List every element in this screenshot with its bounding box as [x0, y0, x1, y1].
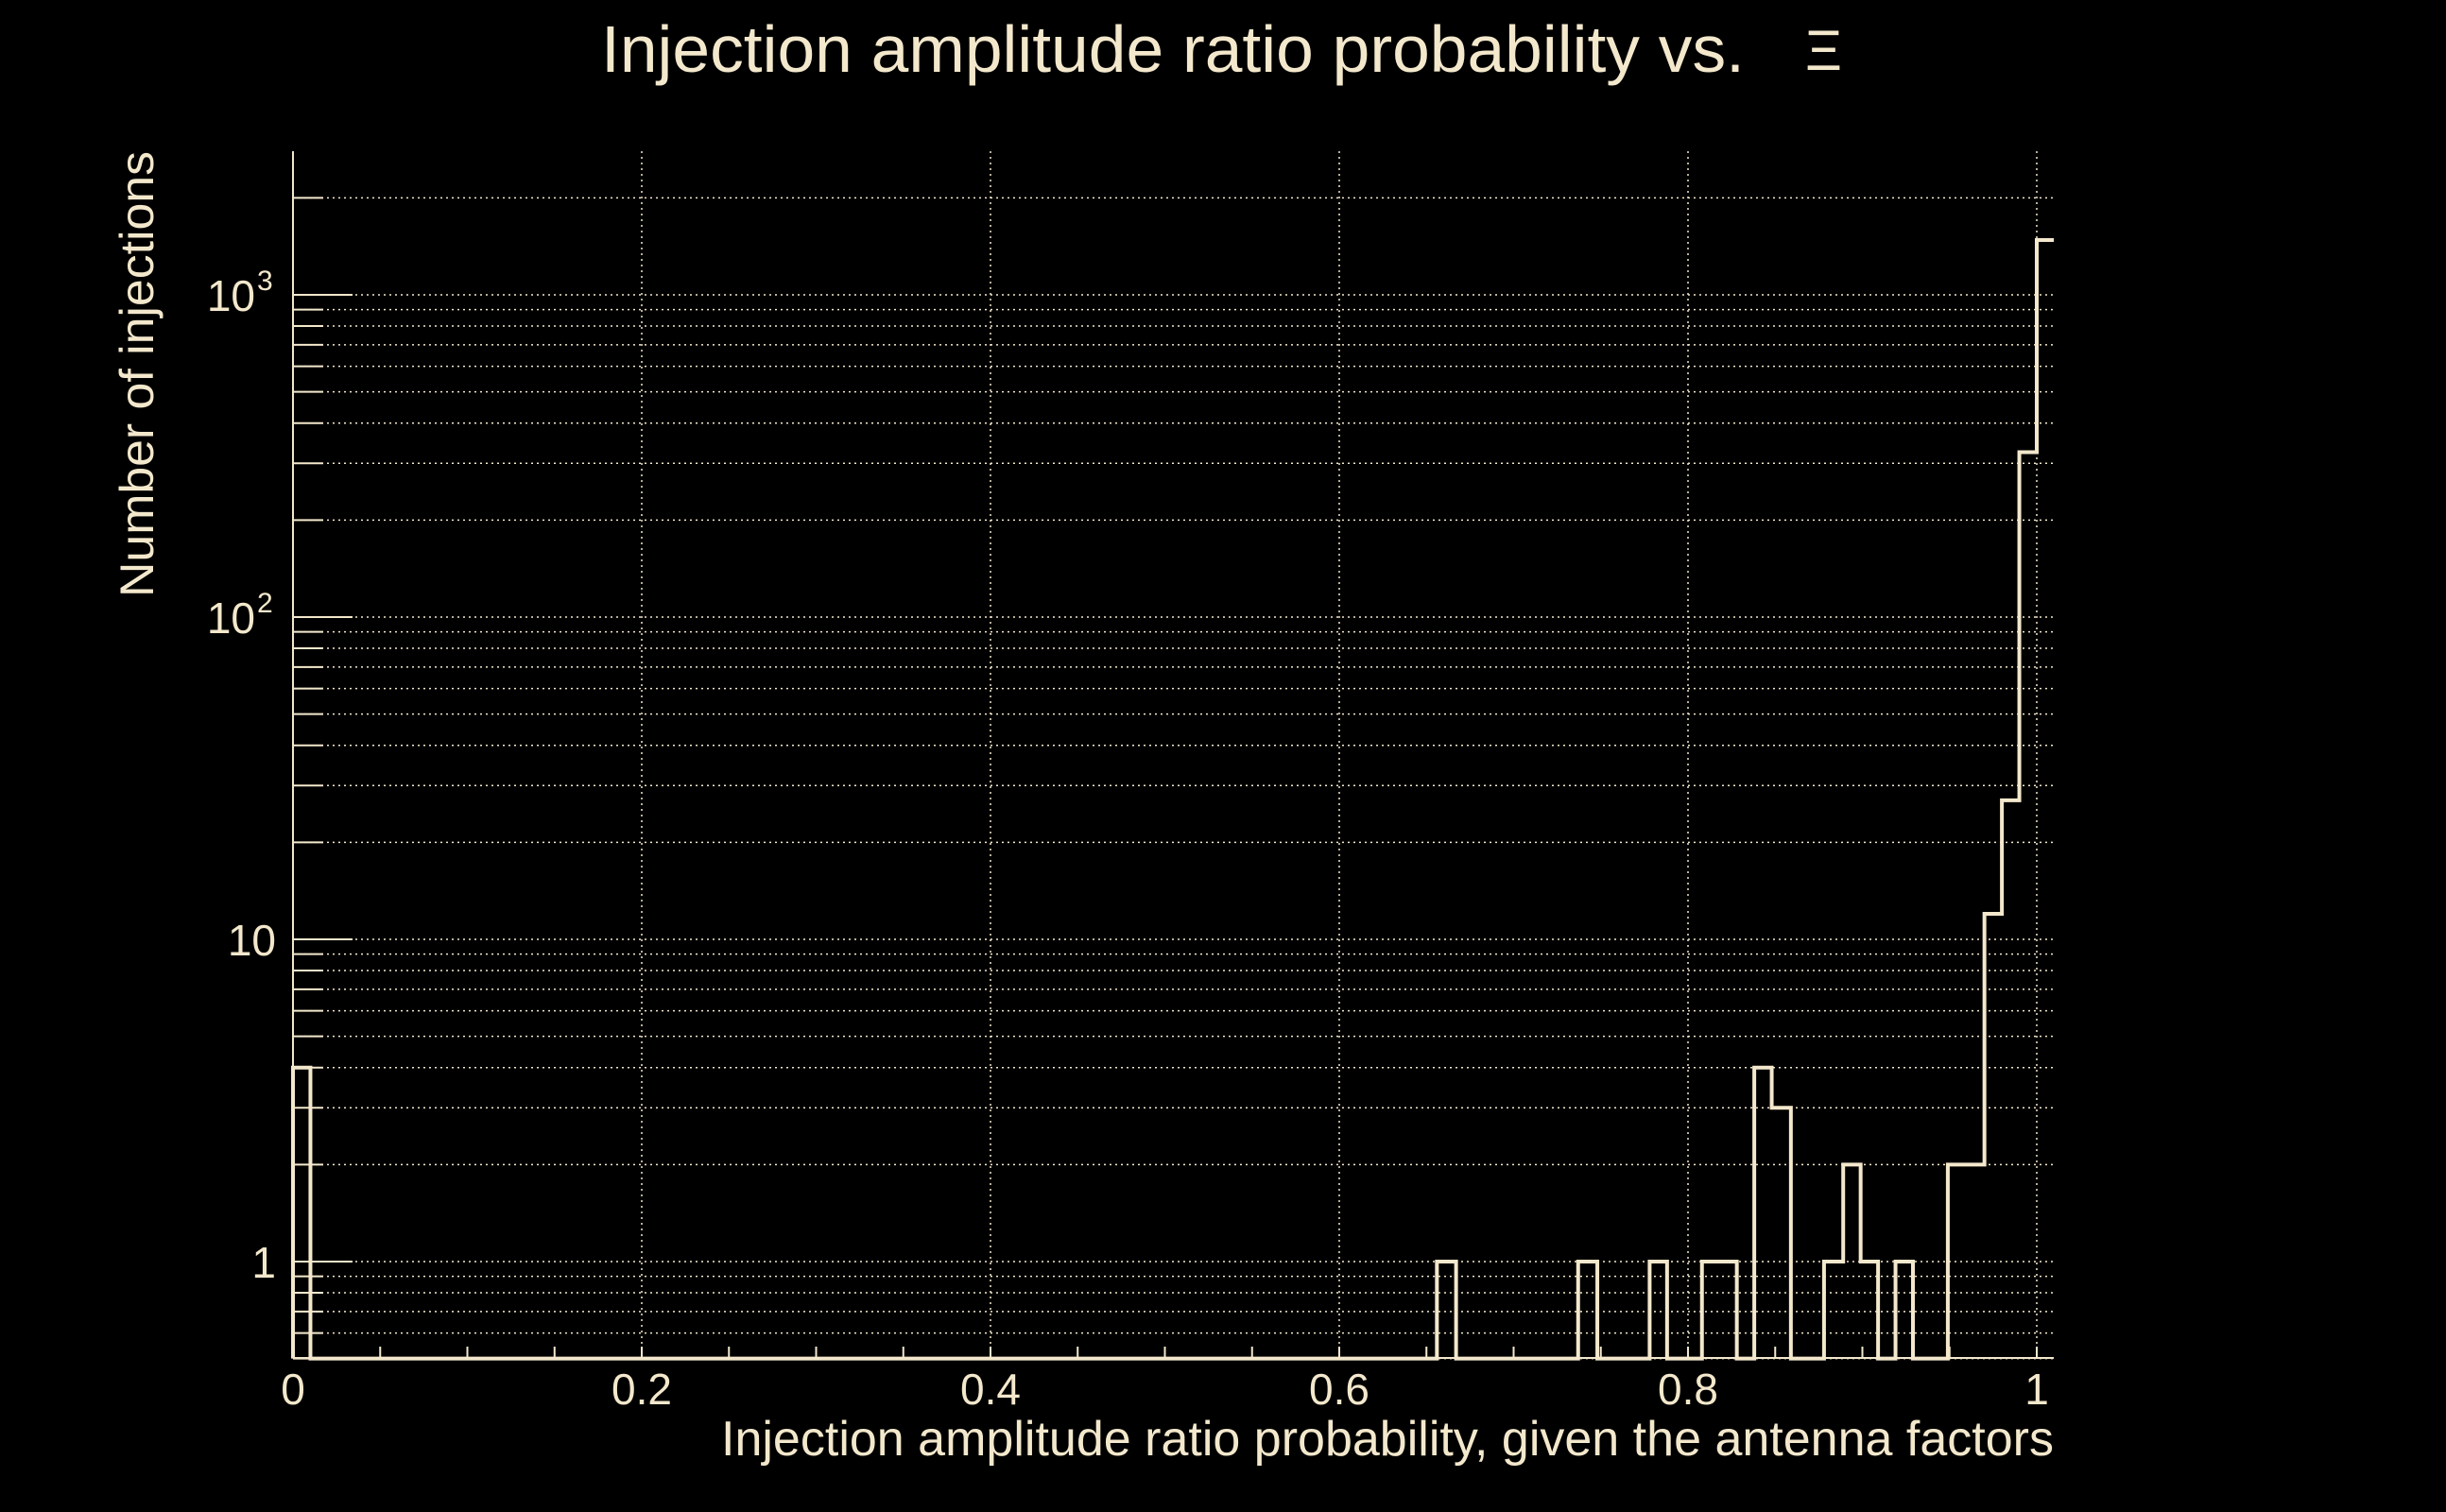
histogram-bin [1896, 1262, 1913, 1359]
histogram-outline [291, 237, 2054, 1361]
histogram-bin [1772, 1108, 1791, 1358]
histogram-bin [1754, 1068, 1771, 1359]
x-tick-label: 1 [2024, 1365, 2049, 1414]
histogram-bin [1578, 1262, 1597, 1359]
histogram-bin [1967, 1164, 1984, 1358]
y-tick-exponent: 3 [257, 266, 273, 297]
grid-lines [293, 151, 2054, 1360]
x-tick-label: 0.2 [612, 1365, 672, 1414]
x-tick-label: 0 [281, 1365, 305, 1414]
axes [292, 151, 2054, 1359]
y-tick-label: 1 [251, 1238, 276, 1287]
histogram-bin [1824, 1262, 1843, 1359]
x-axis-label: Injection amplitude ratio probability, g… [721, 1412, 2054, 1467]
histogram-bin [1948, 1164, 1967, 1358]
histogram-bin [1719, 1262, 1736, 1359]
y-tick-label: 10 [228, 916, 276, 965]
histogram-bin [1861, 1262, 1878, 1359]
histogram-bin [2020, 452, 2037, 1358]
y-tick-label: 10 [207, 593, 255, 643]
y-tick-label: 10 [207, 271, 255, 320]
histogram-bin [2037, 240, 2054, 1359]
y-axis-label: Number of injections [111, 151, 164, 597]
histogram-bin [1437, 1262, 1456, 1359]
x-tick-label: 0.8 [1658, 1365, 1718, 1414]
axis-ticks [293, 197, 2038, 1360]
histogram-bin [1843, 1164, 1860, 1358]
histogram-bin [2002, 800, 2019, 1359]
x-tick-label: 0.6 [1309, 1365, 1369, 1414]
y-tick-exponent: 2 [257, 588, 273, 619]
histogram-bin [293, 1068, 310, 1359]
histogram-bin [1649, 1262, 1666, 1359]
chart-title: Injection amplitude ratio probability vs… [601, 12, 1745, 86]
histogram-bin [1985, 914, 2002, 1359]
chart-title-symbol: Ξ [1805, 19, 1842, 82]
x-tick-label: 0.4 [960, 1365, 1021, 1414]
histogram-bin [1702, 1262, 1719, 1359]
